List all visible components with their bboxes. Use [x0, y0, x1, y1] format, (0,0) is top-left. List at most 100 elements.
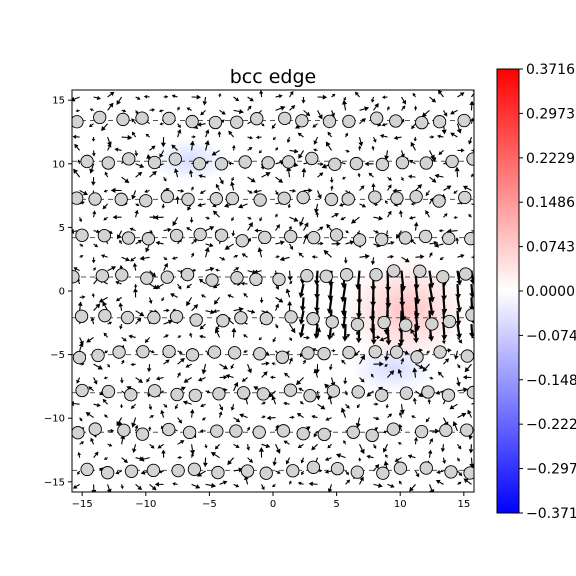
displacement-arrow [326, 297, 333, 315]
arrow-shaft [135, 457, 141, 460]
atom [436, 270, 450, 284]
arrow-shaft [426, 213, 430, 218]
negative-strain-patch [152, 138, 228, 182]
arrow-head [303, 233, 309, 240]
displacement-arrow [79, 243, 84, 247]
displacement-arrow [121, 134, 133, 141]
arrow-head [231, 177, 235, 182]
displacement-arrow [464, 363, 472, 373]
arrow-shaft [214, 149, 220, 154]
arrow-shaft [219, 176, 223, 182]
arrow-head [271, 395, 277, 401]
arrow-shaft [429, 200, 432, 205]
atom [458, 190, 472, 205]
arrow-head [103, 217, 107, 221]
atom [74, 309, 89, 323]
arrow-head [429, 252, 433, 256]
displacement-arrow [373, 483, 383, 488]
arrow-shaft [88, 414, 94, 419]
displacement-arrow [153, 215, 164, 220]
arrow-head [375, 402, 379, 406]
displacement-arrow [189, 140, 195, 151]
arrow-head [371, 145, 375, 149]
atom [148, 384, 162, 398]
displacement-arrow [297, 132, 304, 138]
arrow-head [343, 440, 347, 444]
arrow-head [426, 350, 430, 354]
displacement-arrow [77, 470, 81, 475]
arrow-head [414, 325, 421, 332]
displacement-arrow [118, 302, 124, 311]
arrow-head [272, 461, 277, 467]
displacement-arrow [149, 443, 155, 449]
displacement-arrow [271, 395, 277, 405]
arrow-head [181, 386, 186, 391]
displacement-arrow [455, 310, 462, 326]
arrow-head [148, 406, 153, 411]
arrow-head [134, 424, 139, 429]
arrow-head [104, 414, 108, 418]
displacement-arrow [233, 96, 240, 102]
displacement-arrow [340, 407, 347, 418]
arrow-shaft [202, 109, 206, 114]
arrow-shaft [275, 306, 278, 311]
arrow-shaft [215, 213, 220, 218]
arrow-head [230, 181, 235, 186]
arrow-shaft [189, 108, 192, 111]
atom [214, 157, 229, 171]
displacement-arrow [313, 148, 318, 152]
arrow-head [259, 300, 264, 304]
displacement-arrow [469, 324, 474, 338]
arrow-head [131, 194, 137, 200]
displacement-arrow [286, 166, 292, 178]
arrow-head [249, 135, 254, 140]
arrow-head [72, 134, 77, 139]
atom [261, 156, 275, 170]
arrow-shaft [411, 455, 416, 459]
atom [192, 157, 207, 171]
arrow-shaft [79, 256, 82, 258]
arrow-head [235, 444, 240, 448]
arrow-head [298, 387, 303, 392]
displacement-arrow [205, 482, 217, 489]
arrow-head [144, 189, 148, 193]
arrow-head [247, 237, 251, 242]
displacement-arrow [146, 377, 151, 383]
atom [442, 314, 457, 329]
displacement-arrow [231, 327, 237, 338]
y-tick-label: −10 [44, 414, 65, 425]
arrow-head [360, 378, 365, 383]
arrow-shaft [443, 360, 447, 365]
arrow-shaft [471, 230, 474, 232]
displacement-arrow [79, 295, 86, 299]
arrow-head [201, 294, 205, 298]
displacement-arrow [186, 297, 193, 307]
displacement-arrow [387, 240, 395, 246]
arrow-head [299, 306, 306, 312]
arrow-head [131, 118, 136, 123]
arrow-shaft [439, 470, 444, 473]
displacement-arrow [254, 228, 262, 233]
arrow-head [205, 161, 209, 165]
displacement-arrow [345, 230, 349, 234]
arrow-shaft [411, 484, 416, 489]
displacement-arrow [468, 213, 472, 218]
arrow-shaft [202, 323, 206, 328]
atom [413, 264, 427, 278]
arrow-head [285, 288, 291, 294]
arrow-shaft [149, 483, 154, 489]
arrow-head [80, 441, 85, 445]
displacement-arrow [429, 96, 437, 103]
displacement-arrow [261, 443, 271, 449]
arrow-shaft [204, 96, 207, 102]
displacement-arrow [442, 457, 447, 464]
displacement-arrow [103, 216, 108, 221]
arrow-shaft [245, 294, 248, 298]
arrow-head [357, 145, 362, 149]
arrow-head [384, 356, 390, 362]
displacement-arrow [191, 483, 201, 489]
arrow-head [175, 195, 180, 200]
arrow-head [171, 256, 176, 260]
arrow-shaft [326, 252, 332, 258]
arrow-head [459, 92, 465, 97]
